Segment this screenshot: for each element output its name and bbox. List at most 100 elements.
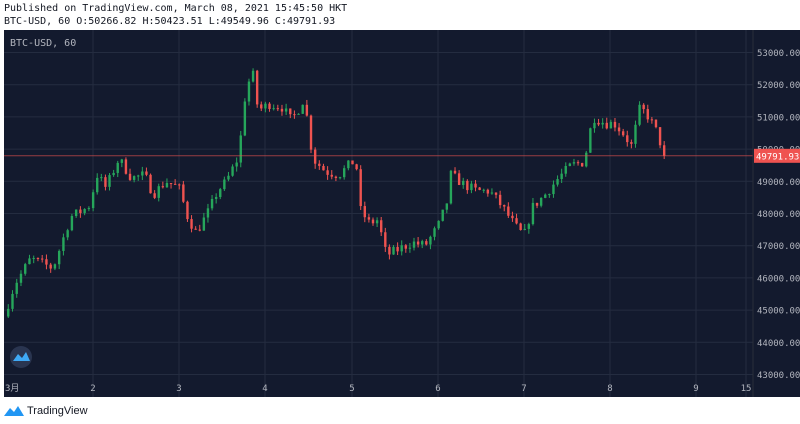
candles xyxy=(4,68,753,319)
candle-up xyxy=(87,208,91,210)
price-tick-label: 49000.00 xyxy=(757,178,800,188)
candle-down xyxy=(384,232,387,247)
candle-up xyxy=(272,108,275,110)
candle-up xyxy=(284,108,288,112)
candle-down xyxy=(576,162,580,164)
candle-down xyxy=(153,193,156,198)
candle-down xyxy=(128,173,132,180)
candle-down xyxy=(190,219,193,229)
candle-up xyxy=(412,241,416,248)
candle-up xyxy=(593,122,596,129)
candle-up xyxy=(116,162,119,173)
time-axis: 3月 2 3 4 5 6 7 8 9 15 xyxy=(5,383,751,394)
candle-up xyxy=(297,113,300,115)
candle-down xyxy=(280,108,284,112)
price-tick-label: 45000.00 xyxy=(757,307,800,317)
candle-up xyxy=(392,246,395,255)
candle-down xyxy=(351,160,354,165)
candle-up xyxy=(141,171,144,176)
candle-up xyxy=(400,245,403,252)
candle-up xyxy=(91,192,95,209)
candle-down xyxy=(630,142,633,144)
price-tick-label: 52000.00 xyxy=(757,81,800,91)
candle-up xyxy=(343,168,346,178)
candle-up xyxy=(165,183,169,188)
price-axis: 43000.00 44000.00 45000.00 46000.00 47000.00… xyxy=(752,30,800,397)
candle-down xyxy=(363,206,366,218)
candle-down xyxy=(515,218,518,224)
candle-up xyxy=(243,101,247,136)
candle-up xyxy=(408,247,412,249)
symbol-label: BTC-USD, 60 xyxy=(10,38,76,49)
time-tick-label: 9 xyxy=(693,384,698,394)
candle-up xyxy=(66,230,69,238)
candle-up xyxy=(601,122,604,125)
time-tick-label: 6 xyxy=(435,384,440,394)
price-axis-background xyxy=(753,30,800,397)
candle-down xyxy=(255,70,259,105)
candlestick-chart[interactable]: 43000.00 44000.00 45000.00 46000.00 47000.00… xyxy=(0,30,800,398)
candle-down xyxy=(466,180,469,191)
candle-down xyxy=(178,184,181,186)
candle-down xyxy=(474,183,477,188)
candle-down xyxy=(367,217,371,220)
candle-up xyxy=(338,177,342,179)
candle-up xyxy=(83,209,86,214)
candle-up xyxy=(531,202,535,225)
candle-up xyxy=(301,104,304,114)
candle-down xyxy=(186,201,189,220)
candle-down xyxy=(173,183,177,185)
candle-down xyxy=(194,228,197,230)
candle-down xyxy=(268,103,271,109)
candle-down xyxy=(198,229,201,231)
time-tick-label: 3月 xyxy=(5,383,19,394)
candle-up xyxy=(53,264,57,269)
candle-down xyxy=(519,223,522,230)
candle-up xyxy=(219,189,222,198)
candle-up xyxy=(157,186,160,198)
candle-down xyxy=(49,264,52,269)
candle-down xyxy=(334,176,338,179)
candle-down xyxy=(322,165,325,171)
candle-down xyxy=(597,122,600,125)
candle-down xyxy=(617,127,621,132)
candle-up xyxy=(112,172,115,176)
candle-up xyxy=(74,209,78,217)
candle-up xyxy=(589,128,592,153)
candle-up xyxy=(638,104,641,125)
candle-up xyxy=(539,197,543,206)
candle-up xyxy=(482,189,485,191)
candle-up xyxy=(251,70,255,82)
candle-down xyxy=(654,119,658,128)
candle-up xyxy=(62,237,65,251)
candle-down xyxy=(457,173,461,185)
time-tick-label: 4 xyxy=(262,384,267,394)
candle-up xyxy=(70,216,74,231)
candle-down xyxy=(486,189,490,194)
footer-brand[interactable]: TradingView xyxy=(4,403,88,419)
candle-down xyxy=(535,202,539,206)
candle-up xyxy=(429,236,432,245)
candle-up xyxy=(490,192,494,194)
candle-down xyxy=(613,121,617,128)
candle-down xyxy=(580,163,584,167)
tradingview-logo-icon xyxy=(4,406,24,416)
candle-up xyxy=(585,152,588,167)
grid-lines xyxy=(4,30,753,397)
candle-up xyxy=(132,176,136,180)
candle-up xyxy=(108,175,111,187)
candle-up xyxy=(206,208,210,218)
tradingview-watermark-button[interactable] xyxy=(10,346,32,368)
price-tick-label: 48000.00 xyxy=(757,210,800,220)
candle-up xyxy=(634,124,637,144)
price-tick-label: 51000.00 xyxy=(757,113,800,123)
candle-up xyxy=(470,183,473,191)
candle-down xyxy=(396,246,399,252)
candle-up xyxy=(137,175,140,177)
candle-down xyxy=(309,115,313,150)
candle-down xyxy=(169,183,173,185)
price-tick-label: 43000.00 xyxy=(757,371,800,381)
price-tick-label: 47000.00 xyxy=(757,242,800,252)
candle-down xyxy=(330,174,333,177)
candle-down xyxy=(404,245,408,249)
